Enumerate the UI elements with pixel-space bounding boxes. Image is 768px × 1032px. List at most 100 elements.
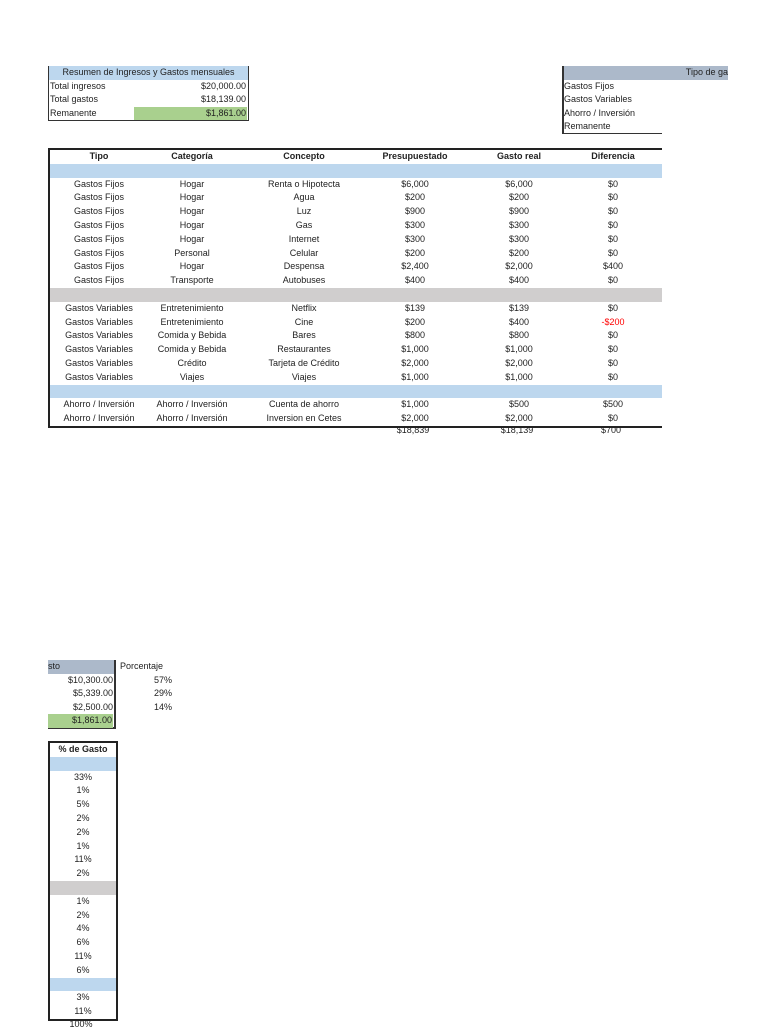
diferencia-cell: $0 [607, 371, 618, 382]
summary-label: Total gastos [50, 94, 99, 104]
diferencia-cell: $0 [607, 413, 618, 424]
tipo-cell: Gastos Fijos [73, 178, 124, 189]
categoria-cell: Comida y Bebida [157, 344, 227, 355]
header-tipo: Tipo [89, 151, 109, 161]
group-band [50, 384, 662, 399]
tipo-cell: Gastos Variables [65, 316, 133, 327]
presupuestado-cell: $6,000 [401, 178, 429, 189]
table-row: Gastos Variables Entretenimiento Cine $200 $… [50, 316, 662, 330]
tipo-cell: Ahorro / Inversión [63, 399, 135, 410]
percent-cell: 33% [73, 771, 92, 782]
concepto-cell: Restaurantes [277, 344, 331, 355]
tipo-gasto-label: Ahorro / Inversión [564, 107, 636, 118]
porcentaje-value: 57% [153, 674, 172, 685]
summary-title: Resumen de Ingresos y Gastos mensuales [49, 66, 248, 80]
concepto-cell: Gas [295, 220, 313, 230]
categoria-cell: Hogar [179, 192, 205, 203]
categoria-cell: Personal [174, 247, 210, 258]
categoria-cell: Ahorro / Inversión [156, 399, 228, 410]
concepto-cell: Viajes [291, 371, 317, 382]
total-diferencia: $700 [600, 425, 622, 435]
concepto-cell: Internet [288, 233, 320, 244]
presupuestado-cell: $900 [404, 206, 426, 217]
gasto-real-cell: $200 [508, 247, 530, 258]
header-categoria: Categoría [171, 151, 213, 161]
categoria-cell: Hogar [179, 261, 205, 272]
header-gasto-real: Gasto real [496, 151, 542, 161]
gasto-real-cell: $800 [508, 330, 530, 341]
tipo-cell: Ahorro / Inversión [63, 413, 135, 424]
presupuestado-cell: $1,000 [401, 371, 429, 382]
porcentaje-value: 14% [153, 701, 172, 712]
table-row: Gastos Variables Crédito Tarjeta de Crédit… [50, 357, 662, 371]
presupuestado-cell: $200 [404, 192, 426, 203]
porcentaje-value: 29% [153, 688, 172, 698]
table-row: Gastos Variables Entretenimiento Netflix $1… [50, 302, 662, 316]
gasto-real-cell: $300 [508, 220, 530, 230]
tipo-gasto-label: Gastos Variables [564, 94, 632, 104]
tipo-cell: Gastos Fijos [73, 220, 124, 230]
concepto-cell: Celular [289, 247, 319, 258]
summary-value-remanente: $1,861.00 [134, 106, 247, 121]
tipo-gasto-box: Tipo de ga Gastos Fijos Gastos Variables… [562, 66, 768, 134]
percent-cell: 2% [76, 909, 90, 920]
budget-table: Tipo Categoría Concepto Presupuestado Gasto … [48, 148, 662, 428]
tipo-gasto-label: Gastos Fijos [564, 80, 615, 91]
gasto-real-cell: $500 [508, 399, 530, 410]
group-band [50, 977, 116, 992]
header-diferencia: Diferencia [591, 151, 635, 161]
summary-label: Remanente [50, 107, 97, 118]
categoria-cell: Crédito [177, 358, 207, 368]
diferencia-cell: $400 [602, 261, 624, 272]
group-band [50, 163, 662, 178]
tipo-cell: Gastos Fijos [73, 233, 124, 244]
presupuestado-cell: $200 [404, 316, 426, 327]
tipo-cell: Gastos Variables [65, 358, 133, 368]
summary-row: Remanente $1,861.00 [50, 106, 247, 121]
percent-cell: 11% [74, 854, 92, 865]
diferencia-cell: $0 [607, 344, 618, 355]
diferencia-cell: $0 [607, 192, 618, 203]
diferencia-cell: $0 [607, 220, 618, 230]
percent-header: % de Gasto [58, 744, 108, 754]
tipo-gasto-value: $5,339.00 [72, 688, 113, 698]
categoria-cell: Comida y Bebida [157, 330, 227, 341]
categoria-cell: Hogar [179, 233, 205, 244]
table-row: Gastos Variables Comida y Bebida Restauran… [50, 343, 662, 357]
tipo-cell: Gastos Variables [65, 330, 133, 341]
table-row: Gastos Fijos Hogar Internet $300 $300 $0 [50, 233, 662, 247]
table-row: Ahorro / Inversión Ahorro / Inversión Inve… [50, 412, 662, 426]
table-header: Tipo Categoría Concepto Presupuestado Gasto … [50, 150, 662, 164]
presupuestado-cell: $400 [404, 275, 426, 286]
presupuestado-cell: $300 [404, 220, 426, 230]
group-band [50, 756, 116, 771]
tipo-cell: Gastos Variables [65, 344, 133, 355]
tipo-cell: Gastos Fijos [73, 192, 124, 203]
table-row: Gastos Fijos Hogar Gas $300 $300 $0 [50, 219, 662, 233]
gasto-real-cell: $400 [508, 316, 530, 327]
table-row: Ahorro / Inversión Ahorro / Inversión Cuen… [50, 398, 662, 412]
tipo-gasto-header: Tipo de ga [564, 66, 728, 80]
tipo-gasto-header-cont: sto [48, 660, 114, 674]
presupuestado-cell: $1,000 [401, 399, 429, 410]
table-row: Gastos Fijos Hogar Renta o Hipotecta $6,000… [50, 178, 662, 192]
tipo-gasto-label: Remanente [564, 121, 611, 131]
summary-row: Total gastos $18,139.00 [50, 93, 247, 107]
gasto-real-cell: $200 [508, 192, 530, 203]
header-concepto: Concepto [283, 151, 325, 161]
percent-cell: 2% [76, 813, 90, 823]
table-row: Gastos Fijos Hogar Despensa $2,400 $2,000 $40… [50, 260, 662, 274]
tipo-cell: Gastos Fijos [73, 261, 124, 272]
percent-cell: 1% [76, 840, 90, 851]
diferencia-cell: $500 [602, 399, 624, 410]
presupuestado-cell: $2,000 [401, 358, 429, 368]
tipo-gasto-value: $10,300.00 [67, 674, 113, 685]
presupuestado-cell: $200 [404, 247, 426, 258]
gasto-real-cell: $2,000 [505, 358, 533, 368]
group-band [50, 881, 116, 895]
percent-cell: 2% [76, 868, 90, 879]
summary-value: $20,000.00 [200, 80, 246, 91]
diferencia-cell: $0 [607, 330, 618, 341]
table-row: Gastos Fijos Hogar Luz $900 $900 $0 [50, 205, 662, 219]
summary-row: Total ingresos $20,000.00 [50, 80, 247, 94]
